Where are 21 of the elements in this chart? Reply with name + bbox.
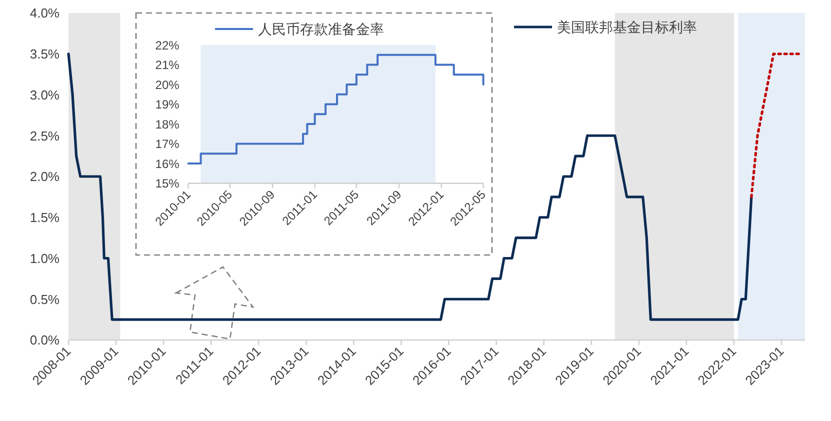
- line-series: [750, 52, 802, 198]
- legend-label: 人民币存款准备金率: [258, 21, 384, 37]
- y-tick-label: 3.5%: [30, 46, 60, 62]
- y-tick-label: 1.5%: [30, 210, 60, 226]
- y-tick-label: 22%: [155, 38, 180, 52]
- y-tick-label: 1.0%: [30, 250, 60, 266]
- y-tick-label: 0.0%: [30, 332, 60, 348]
- y-tick-label: 21%: [155, 58, 180, 72]
- y-tick-label: 3.0%: [30, 87, 60, 102]
- legend-label: 美国联邦基金目标利率: [557, 19, 697, 35]
- y-tick-label: 18%: [155, 117, 180, 132]
- y-tick-label: 17%: [155, 137, 180, 152]
- y-tick-label: 20%: [155, 78, 180, 92]
- y-tick-label: 2.0%: [30, 169, 60, 184]
- y-tick-label: 2.5%: [30, 128, 60, 144]
- y-tick-label: 15%: [155, 176, 180, 191]
- y-tick-label: 0.5%: [30, 292, 60, 307]
- line-series: [67, 52, 753, 321]
- y-tick-label: 16%: [155, 156, 180, 171]
- y-tick-label: 4.0%: [30, 6, 60, 21]
- y-tick-label: 19%: [155, 98, 180, 112]
